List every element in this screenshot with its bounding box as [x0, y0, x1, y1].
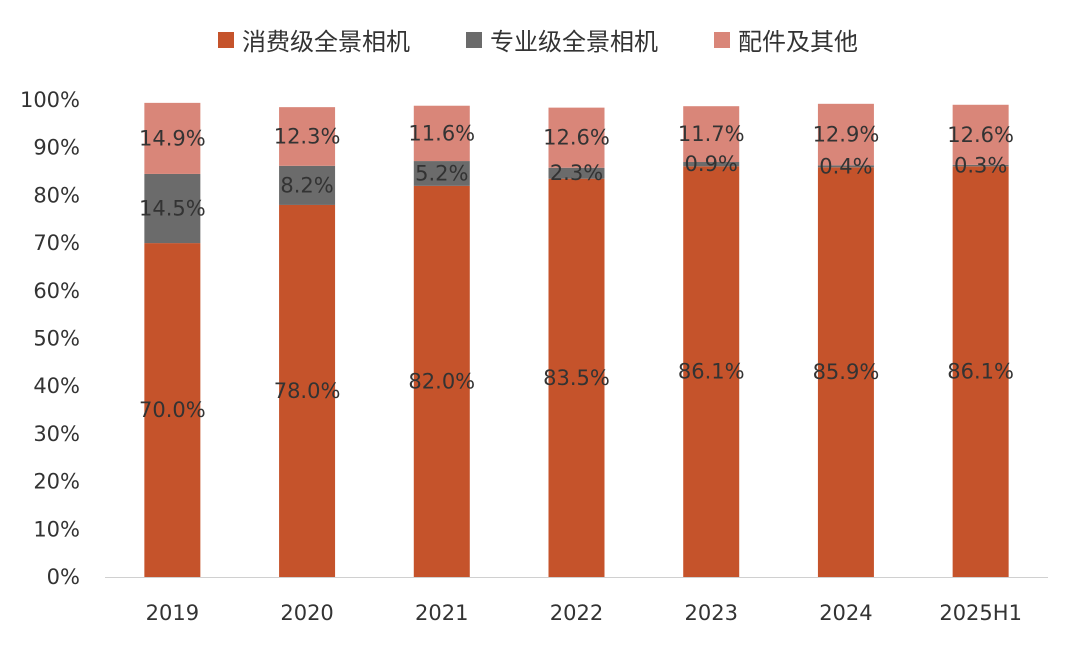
legend: 消费级全景相机 专业级全景相机 配件及其他	[218, 28, 858, 56]
data-label: 12.6%	[543, 126, 610, 150]
data-label: 0.9%	[685, 152, 738, 176]
data-label: 14.5%	[139, 197, 206, 221]
legend-swatch-2	[466, 32, 482, 48]
bar-segment-3	[413, 105, 470, 162]
y-tick-label: 50%	[33, 327, 80, 351]
y-tick-label: 60%	[33, 279, 80, 303]
bar-segment-1	[817, 167, 874, 577]
bar-segment-2	[548, 167, 605, 179]
bar-segment-3	[548, 107, 605, 168]
data-label: 83.5%	[543, 366, 610, 390]
bar-segment-1	[279, 204, 336, 577]
bar-segment-2	[683, 162, 740, 167]
data-label: 70.0%	[139, 398, 206, 422]
bar-segment-2	[952, 164, 1009, 167]
data-label: 14.9%	[139, 126, 206, 150]
bar-segment-3	[279, 107, 336, 166]
data-label: 11.6%	[408, 121, 475, 145]
x-tick-label: 2024	[819, 601, 872, 625]
y-tick-label: 30%	[33, 422, 80, 446]
data-label: 0.4%	[819, 154, 872, 178]
x-tick-label: 2022	[550, 601, 603, 625]
data-label: 86.1%	[947, 360, 1014, 384]
x-axis: 2019 2020 2021 2022 2023 2024 2025H1	[105, 577, 1048, 625]
data-label: 5.2%	[415, 161, 468, 185]
data-label: 78.0%	[274, 379, 341, 403]
bar-segment-2	[144, 173, 201, 244]
x-tick-label: 2021	[415, 601, 468, 625]
data-label: 86.1%	[678, 360, 745, 384]
legend-label-3: 配件及其他	[738, 28, 858, 56]
legend-swatch-3	[714, 32, 730, 48]
bars: 70.0% 14.5% 14.9% 78.0% 8.2% 12.3% 82.0% 5.2% 11…	[139, 102, 1014, 578]
legend-label-2: 专业级全景相机	[490, 28, 658, 56]
bar-segment-1	[952, 166, 1009, 578]
bar-segment-3	[952, 104, 1009, 165]
y-tick-label: 90%	[33, 136, 80, 160]
y-tick-label: 0%	[47, 565, 80, 589]
bar-segment-3	[144, 102, 201, 174]
x-tick-label: 2019	[146, 601, 199, 625]
y-tick-label: 70%	[33, 231, 80, 255]
legend-label-1: 消费级全景相机	[242, 28, 410, 56]
data-label: 11.7%	[678, 122, 745, 146]
bar-segment-1	[548, 178, 605, 577]
y-tick-label: 100%	[20, 88, 80, 112]
bar-segment-2	[279, 165, 336, 205]
y-tick-label: 20%	[33, 470, 80, 494]
bar-segment-3	[817, 103, 874, 166]
bar-segment-2	[817, 165, 874, 168]
data-label: 0.3%	[954, 154, 1007, 178]
y-tick-label: 80%	[33, 183, 80, 207]
bar-segment-2	[413, 161, 470, 186]
data-label: 12.9%	[813, 123, 880, 147]
y-tick-label: 40%	[33, 374, 80, 398]
data-label: 85.9%	[813, 360, 880, 384]
bar-segment-1	[413, 185, 470, 578]
bar-segment-1	[144, 243, 201, 577]
data-label: 12.3%	[274, 124, 341, 148]
data-label: 2.3%	[550, 161, 603, 185]
y-axis: 0% 10% 20% 30% 40% 50% 60% 70% 80% 90% 100%	[20, 88, 80, 589]
data-label: 12.6%	[947, 123, 1014, 147]
data-label: 8.2%	[280, 173, 333, 197]
data-label: 82.0%	[408, 369, 475, 393]
x-tick-label: 2020	[280, 601, 333, 625]
x-tick-label: 2025H1	[939, 601, 1022, 625]
x-tick-label: 2023	[684, 601, 737, 625]
y-tick-label: 10%	[33, 517, 80, 541]
legend-swatch-1	[218, 32, 234, 48]
bar-segment-1	[683, 166, 740, 578]
bar-segment-3	[683, 106, 740, 163]
